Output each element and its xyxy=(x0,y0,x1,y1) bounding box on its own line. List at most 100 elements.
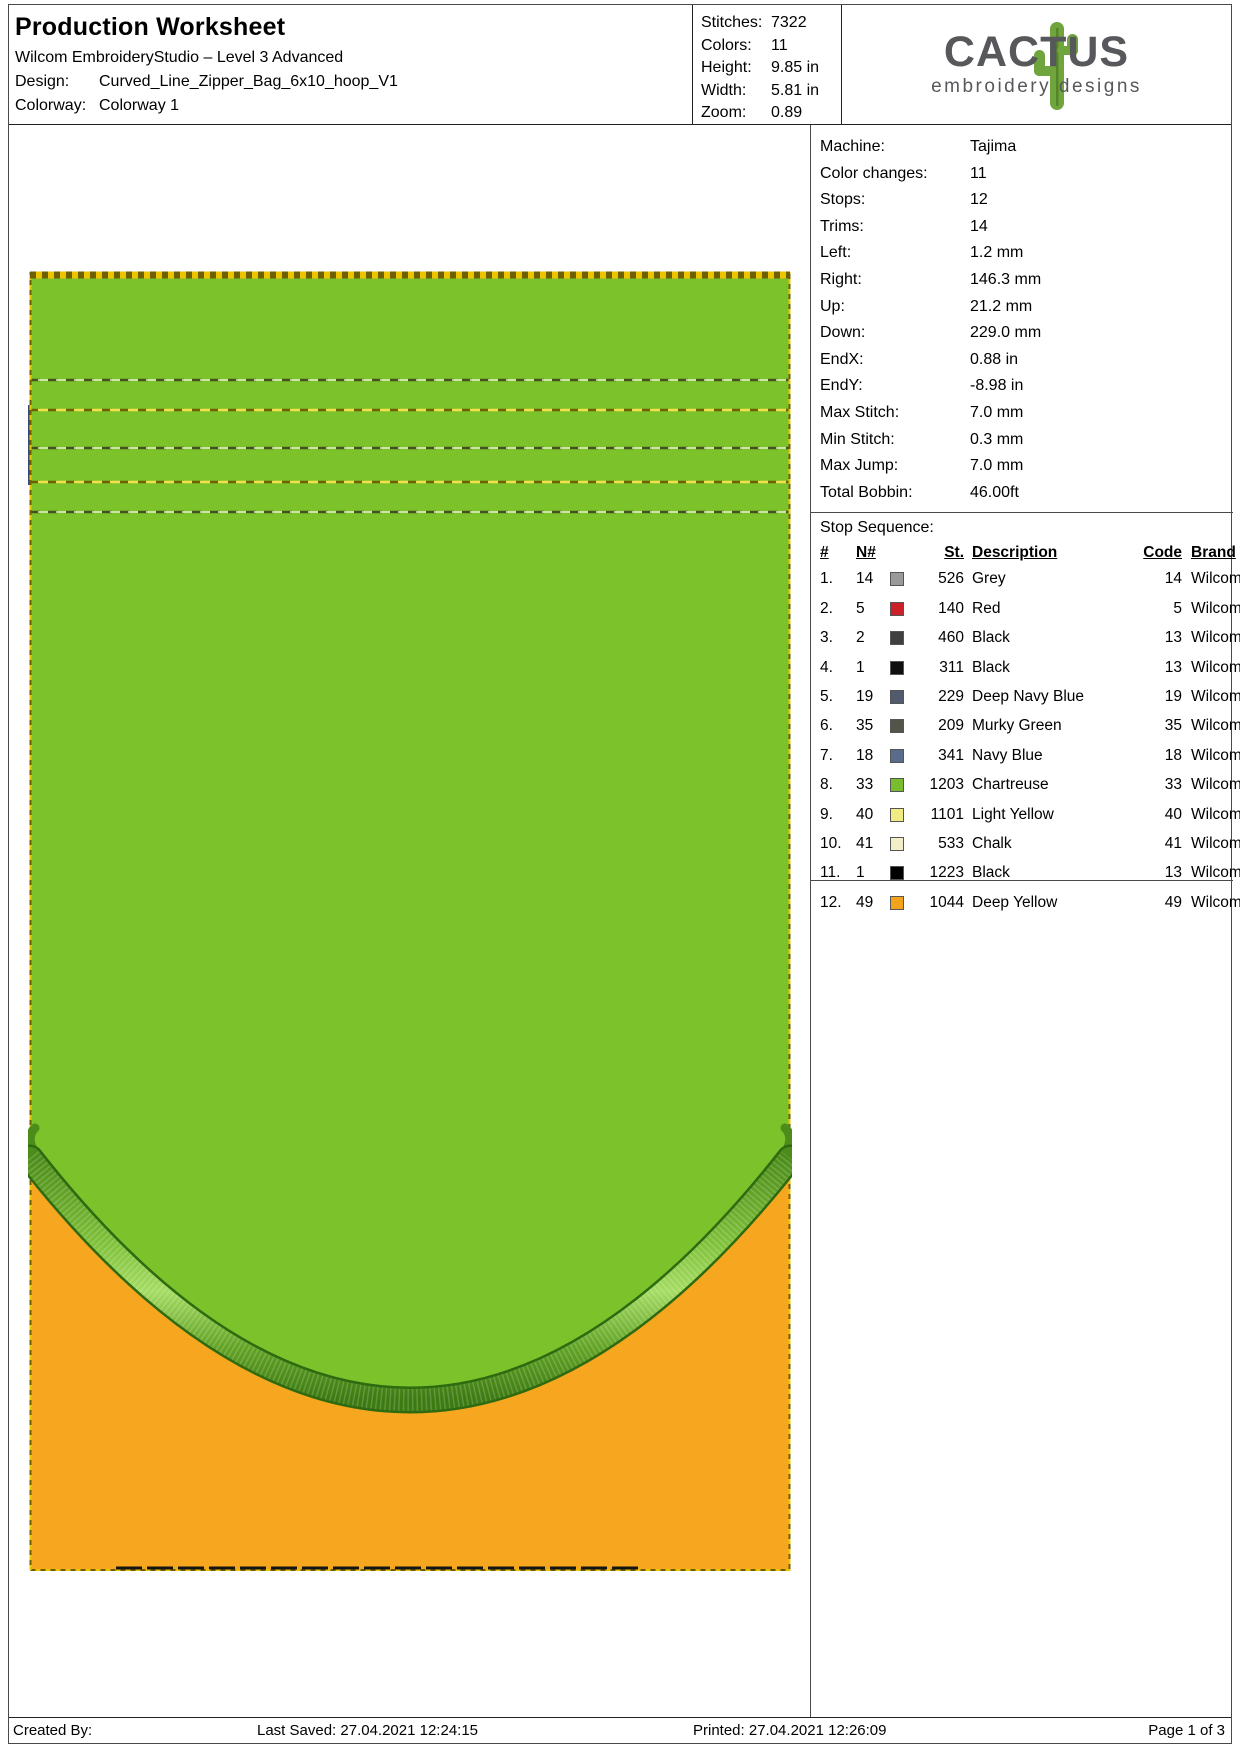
thread-color-swatch xyxy=(890,719,904,734)
thread-swatch-cell xyxy=(890,890,914,919)
design-name: Curved_Line_Zipper_Bag_6x10_hoop_V1 xyxy=(99,73,398,90)
thread-code: 13 xyxy=(1164,629,1182,647)
stitch-count: 140 xyxy=(938,599,964,617)
thread-code: 5 xyxy=(1173,599,1182,617)
info-value: 1.2 mm xyxy=(970,244,1024,262)
stitch-count: 311 xyxy=(939,658,964,676)
stitch-count: 526 xyxy=(938,570,964,588)
stitch-count: 1223 xyxy=(929,864,964,882)
info-label: Color changes: xyxy=(820,164,928,182)
thread-swatch-cell xyxy=(890,831,914,860)
needle-number: 18 xyxy=(856,746,874,764)
stat-value: 11 xyxy=(771,36,788,54)
stop-sequence-row: 2. 5 140 Red 5 Wilcom xyxy=(820,596,1240,625)
machine-info-row: Stops: 12 xyxy=(820,187,1232,214)
needle-number: 19 xyxy=(856,688,874,706)
stop-sequence-row: 8. 33 1203 Chartreuse 33 Wilcom xyxy=(820,772,1240,801)
info-label: Left: xyxy=(820,244,852,262)
machine-info-row: Max Stitch: 7.0 mm xyxy=(820,400,1232,427)
thread-color-swatch xyxy=(890,660,904,675)
thread-brand: Wilcom xyxy=(1191,658,1240,676)
thread-description: Black xyxy=(972,864,1010,882)
info-label: Trims: xyxy=(820,217,864,235)
thread-description: Grey xyxy=(972,570,1006,588)
stop-sequence-row: 12. 49 1044 Deep Yellow 49 Wilcom xyxy=(820,890,1240,919)
stat-value: 9.85 in xyxy=(771,59,820,76)
stat-row: Stitches: 7322 xyxy=(701,12,841,35)
thread-description: Deep Yellow xyxy=(972,893,1058,911)
machine-info-row: Color changes: 11 xyxy=(820,161,1232,188)
stat-label: Height: xyxy=(701,59,752,76)
col-stitches: St. xyxy=(944,544,964,561)
stop-number: 2. xyxy=(820,599,833,617)
zipper-stitch-lines xyxy=(30,378,790,514)
page-number: Page 1 of 3 xyxy=(1148,1722,1225,1739)
stop-sequence-row: 11. 1 1223 Black 13 Wilcom xyxy=(820,860,1240,889)
thread-brand: Wilcom xyxy=(1191,688,1240,706)
stop-sequence-row: 9. 40 1101 Light Yellow 40 Wilcom xyxy=(820,802,1240,831)
thread-swatch-cell xyxy=(890,596,914,625)
info-value: 14 xyxy=(970,217,988,235)
thread-brand: Wilcom xyxy=(1191,893,1240,911)
thread-brand: Wilcom xyxy=(1191,717,1240,735)
info-label: Max Stitch: xyxy=(820,403,900,421)
thread-swatch-cell xyxy=(890,655,914,684)
stop-number: 8. xyxy=(820,776,833,794)
info-label: Total Bobbin: xyxy=(820,483,913,501)
curved-piping xyxy=(16,1123,804,1414)
thread-color-swatch xyxy=(890,690,904,705)
stop-number: 7. xyxy=(820,746,833,764)
machine-info-row: Machine: Tajima xyxy=(820,134,1232,161)
thread-code: 18 xyxy=(1164,746,1182,764)
printed-label: Printed: 27.04.2021 12:26:09 xyxy=(693,1722,887,1739)
machine-info-row: Total Bobbin: 46.00ft xyxy=(820,480,1232,507)
colorway-name: Colorway 1 xyxy=(99,97,180,114)
stitch-count: 341 xyxy=(938,746,964,764)
thread-swatch-cell xyxy=(890,684,914,713)
dashed-border xyxy=(29,271,791,1571)
thread-code: 41 xyxy=(1164,835,1182,853)
thread-description: Chartreuse xyxy=(972,776,1049,794)
created-by-label: Created By: xyxy=(13,1722,93,1739)
stop-sequence-panel: Stop Sequence: # N# St. Description Code… xyxy=(811,512,1240,911)
stop-sequence-rows: 1. 14 526 Grey 14 Wilcom 2. 5 140 R xyxy=(820,566,1240,919)
info-label: EndX: xyxy=(820,350,864,368)
brand-name: CACTUS xyxy=(943,28,1130,76)
thread-color-swatch xyxy=(890,601,904,616)
needle-number: 2 xyxy=(856,629,865,647)
col-brand: Brand xyxy=(1191,544,1236,561)
thread-brand: Wilcom xyxy=(1191,746,1240,764)
stop-number: 6. xyxy=(820,717,833,735)
col-needle: N# xyxy=(856,544,876,561)
thread-description: Black xyxy=(972,658,1010,676)
thread-color-swatch xyxy=(890,895,904,910)
needle-number: 5 xyxy=(856,599,865,617)
thread-swatch-cell xyxy=(890,772,914,801)
design-preview xyxy=(16,268,804,1576)
thread-brand: Wilcom xyxy=(1191,864,1240,882)
stitch-count: 209 xyxy=(938,717,964,735)
header-title-block: Production Worksheet Wilcom EmbroiderySt… xyxy=(9,5,693,125)
info-label: Right: xyxy=(820,270,862,288)
design-label: Design: xyxy=(15,73,70,90)
stat-label: Stitches: xyxy=(701,14,763,31)
stop-number: 5. xyxy=(820,688,833,706)
thread-swatch-cell xyxy=(890,802,914,831)
info-value: Tajima xyxy=(970,138,1017,155)
needle-number: 33 xyxy=(856,776,874,794)
stat-row: Width: 5.81 in xyxy=(701,80,841,103)
info-label: Machine: xyxy=(820,138,885,155)
thread-code: 40 xyxy=(1164,805,1182,823)
stop-number: 1. xyxy=(820,570,833,588)
stop-number: 11. xyxy=(820,864,841,882)
thread-swatch-cell xyxy=(890,743,914,772)
thread-brand: Wilcom xyxy=(1191,805,1240,823)
stat-value: 7322 xyxy=(771,14,807,31)
machine-info-row: Trims: 14 xyxy=(820,214,1232,241)
stop-number: 3. xyxy=(820,629,833,647)
zipper-bag-design xyxy=(16,271,804,1571)
stat-row: Zoom: 0.89 xyxy=(701,102,841,125)
page-title: Production Worksheet xyxy=(15,13,286,41)
needle-number: 35 xyxy=(856,717,874,735)
